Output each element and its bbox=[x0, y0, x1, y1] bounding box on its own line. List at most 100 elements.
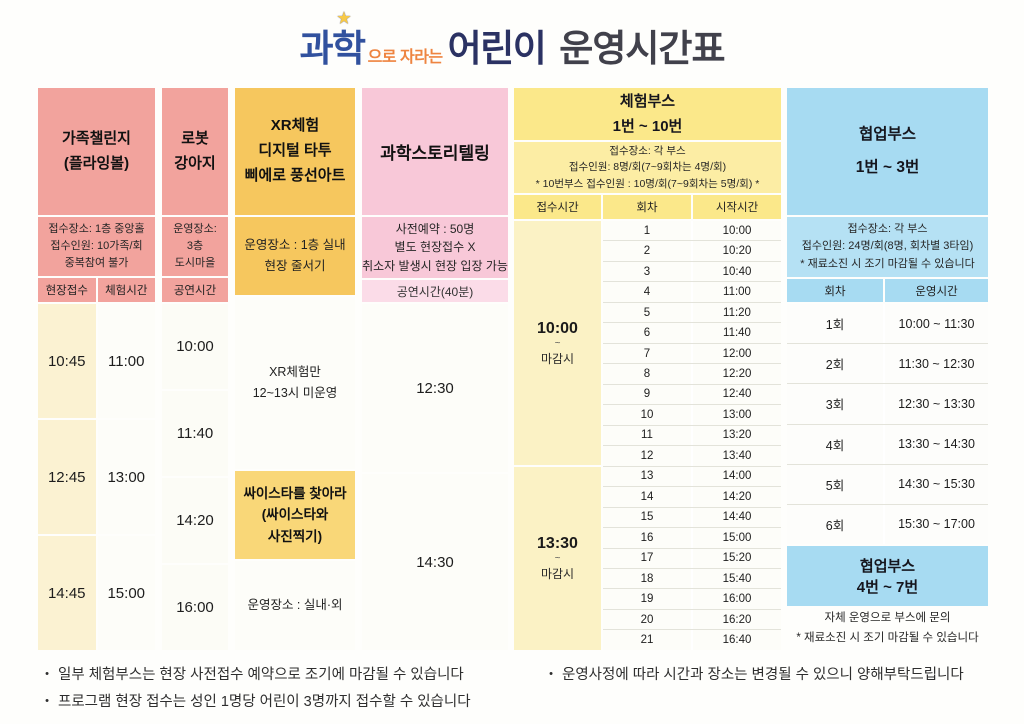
round-cell: 2회 bbox=[787, 344, 883, 384]
table-row: 8 12:20 bbox=[603, 363, 781, 384]
title-science: 과학 ★ bbox=[299, 10, 367, 69]
operating-time-cell: 13:30 ~ 14:30 bbox=[883, 424, 988, 464]
family-challenge-subheaders: 현장접수 체험시간 bbox=[38, 278, 155, 302]
round-cell: 15 bbox=[603, 507, 691, 528]
start-time-cell: 12:00 bbox=[691, 343, 781, 364]
start-time-cell: 16:00 bbox=[691, 589, 781, 609]
operating-time-cell: 10:00 ~ 11:30 bbox=[883, 304, 988, 344]
experience-booth-info: 접수장소: 각 부스 접수인원: 8명/회(7~9회차는 4명/회) * 10번… bbox=[514, 142, 781, 193]
start-time-cell: 11:00 bbox=[691, 282, 781, 302]
collab-booth-headers: 회차 운영시간 bbox=[787, 279, 988, 302]
robot-puppy-info: 운영장소: 3층 도시마을 bbox=[162, 217, 228, 276]
table-row: 2회 11:30 ~ 12:30 bbox=[787, 343, 988, 384]
table-row: 5 11:20 bbox=[603, 301, 781, 323]
time-cell: 14:20 bbox=[162, 478, 228, 563]
storytelling-info: 사전예약 : 50명 별도 현장접수 X 취소자 발생시 현장 입장 가능 bbox=[362, 217, 508, 278]
table-row: 7 12:00 bbox=[603, 342, 781, 364]
table-row: 17 15:20 bbox=[603, 547, 781, 568]
reception-cell: 10:45 bbox=[38, 304, 96, 418]
collab-second-title-main: 협업부스 bbox=[859, 558, 916, 575]
header-experience-time: 체험시간 bbox=[97, 278, 155, 302]
table-row: 3 10:40 bbox=[603, 260, 781, 282]
storytelling-title: 과학스토리텔링 bbox=[362, 88, 508, 215]
bullet-icon: • bbox=[45, 694, 49, 707]
header-show-time: 공연시간 bbox=[162, 278, 228, 302]
table-row: 2 10:20 bbox=[603, 240, 781, 261]
operating-time-cell: 15:30 ~ 17:00 bbox=[883, 504, 988, 545]
reception-until: 마감시 bbox=[540, 351, 575, 366]
start-time-cell: 12:40 bbox=[691, 384, 781, 405]
round-cell: 16 bbox=[603, 528, 691, 548]
round-cell: 10 bbox=[603, 405, 691, 425]
table-row: 14 14:20 bbox=[603, 486, 781, 507]
start-time-cell: 10:20 bbox=[691, 241, 781, 261]
start-time-cell: 15:00 bbox=[691, 528, 781, 548]
time-cell: 14:30 bbox=[362, 474, 508, 650]
time-cell: 11:40 bbox=[162, 391, 228, 476]
star-icon: ★ bbox=[337, 10, 350, 27]
reception-window-afternoon: 13:30 ~ 마감시 bbox=[514, 467, 601, 650]
round-cell: 21 bbox=[603, 630, 691, 650]
table-row: 10:45 11:00 bbox=[38, 304, 155, 418]
start-time-cell: 10:00 bbox=[691, 221, 781, 241]
table-row: 3회 12:30 ~ 13:30 bbox=[787, 383, 988, 424]
collab-booth-title-main: 협업부스 bbox=[858, 125, 917, 143]
footnote-text: 일부 체험부스는 현장 사전접수 예약으로 조기에 마감될 수 있습니다 bbox=[58, 667, 464, 683]
xr-sub-note: 운영장소 : 실내·외 bbox=[235, 561, 355, 650]
start-time-cell: 14:00 bbox=[691, 466, 781, 487]
poster-title: 과학 ★ 으로 자라는 어린이 운영시간표 bbox=[0, 10, 1024, 72]
round-cell: 20 bbox=[603, 609, 691, 630]
table-row: 13 14:00 bbox=[603, 465, 781, 487]
start-time-cell: 14:40 bbox=[691, 507, 781, 528]
operating-time-cell: 14:30 ~ 15:30 bbox=[883, 464, 988, 504]
collab-booth-title: 협업부스 1번 ~ 3번 bbox=[787, 88, 988, 215]
reception-time-column: 10:00 ~ 마감시 13:30 ~ 마감시 bbox=[514, 221, 601, 650]
xr-title: XR체험 디지털 타투 삐에로 풍선아트 bbox=[235, 88, 355, 215]
round-cell: 2 bbox=[603, 241, 691, 261]
start-time-cell: 14:20 bbox=[691, 487, 781, 507]
header-start-time: 시작시간 bbox=[693, 195, 781, 219]
robot-puppy-title: 로봇 강아지 bbox=[162, 88, 228, 215]
table-row: 12 13:40 bbox=[603, 445, 781, 466]
table-row: 4회 13:30 ~ 14:30 bbox=[787, 423, 988, 464]
family-challenge-info: 접수장소: 1층 중앙홀 접수인원: 10가족/회 중복참여 불가 bbox=[38, 217, 155, 276]
collab-booth-second-title: 협업부스 4번 ~ 7번 bbox=[787, 546, 988, 606]
header-operating-time: 운영시간 bbox=[885, 279, 988, 302]
start-time-cell: 11:20 bbox=[691, 302, 781, 323]
time-cell: 13:00 bbox=[97, 420, 155, 534]
table-row: 20 16:20 bbox=[603, 608, 781, 630]
round-cell: 11 bbox=[603, 425, 691, 446]
family-challenge-title: 가족챌린지 (플라잉볼) bbox=[38, 88, 155, 215]
table-row: 6회 15:30 ~ 17:00 bbox=[787, 503, 988, 545]
round-cell: 1 bbox=[603, 221, 691, 241]
start-time-cell: 16:20 bbox=[691, 609, 781, 630]
footnote-text: 운영사정에 따라 시간과 장소는 변경될 수 있으니 양해부탁드립니다 bbox=[562, 667, 964, 683]
table-row: 11 13:20 bbox=[603, 424, 781, 446]
reception-window-morning: 10:00 ~ 마감시 bbox=[514, 221, 601, 465]
round-cell: 5회 bbox=[787, 464, 883, 504]
round-cell: 6회 bbox=[787, 504, 883, 545]
reception-cell: 12:45 bbox=[38, 420, 96, 534]
footnote-text: 프로그램 현장 접수는 성인 1명당 어린이 3명까지 접수할 수 있습니다 bbox=[58, 693, 471, 710]
start-time-cell: 13:00 bbox=[691, 405, 781, 425]
column-science-storytelling: 과학스토리텔링 사전예약 : 50명 별도 현장접수 X 취소자 발생시 현장 … bbox=[362, 88, 508, 650]
collab-second-title-range: 4번 ~ 7번 bbox=[856, 579, 919, 596]
header-show-duration: 공연시간(40분) bbox=[362, 280, 508, 302]
header-round: 회차 bbox=[603, 195, 691, 219]
column-xr-experience: XR체험 디지털 타투 삐에로 풍선아트 운영장소 : 1층 실내 현장 줄서기… bbox=[235, 88, 355, 650]
title-tagline: 으로 자라는 bbox=[367, 49, 444, 66]
round-cell: 7 bbox=[603, 343, 691, 364]
table-row: 9 12:40 bbox=[603, 383, 781, 405]
collab-booth-title-range: 1번 ~ 3번 bbox=[855, 158, 920, 176]
table-row: 1 10:00 bbox=[603, 221, 781, 241]
table-row: 19 16:00 bbox=[603, 588, 781, 609]
table-row: 6 11:40 bbox=[603, 322, 781, 343]
experience-booth-headers: 접수시간 회차 시작시간 bbox=[514, 195, 781, 219]
round-cell: 14 bbox=[603, 487, 691, 507]
header-round: 회차 bbox=[787, 279, 883, 302]
operating-time-cell: 12:30 ~ 13:30 bbox=[883, 384, 988, 424]
start-time-cell: 16:40 bbox=[691, 630, 781, 650]
round-cell: 1회 bbox=[787, 304, 883, 344]
reception-until: 마감시 bbox=[540, 567, 575, 581]
